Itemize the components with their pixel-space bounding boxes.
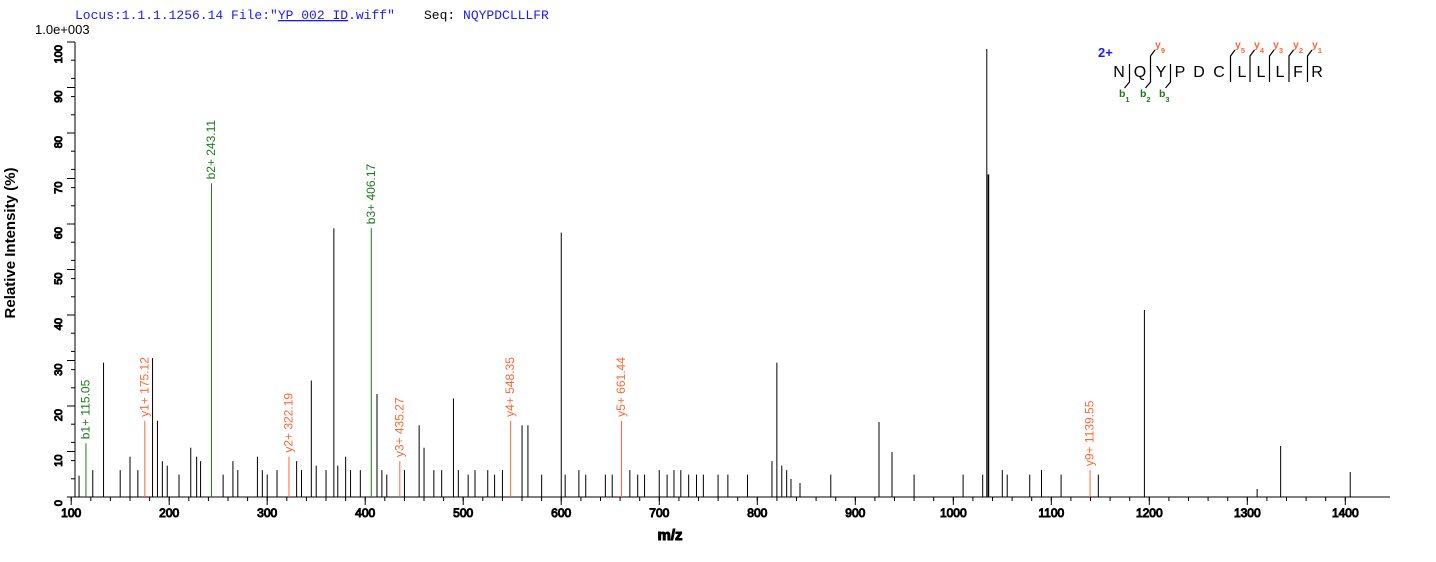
- svg-text:70: 70: [53, 182, 65, 194]
- svg-text:D: D: [1193, 64, 1205, 81]
- svg-text:30: 30: [53, 364, 65, 376]
- svg-text:700: 700: [649, 506, 669, 520]
- svg-text:y1+ 175.12: y1+ 175.12: [137, 357, 151, 417]
- svg-text:y4+ 548.35: y4+ 548.35: [503, 357, 517, 417]
- svg-text:20: 20: [53, 409, 65, 421]
- svg-text:y5+ 661.44: y5+ 661.44: [614, 357, 628, 417]
- svg-text:900: 900: [845, 506, 865, 520]
- svg-text:b3+ 406.17: b3+ 406.17: [364, 163, 378, 224]
- svg-text:1000: 1000: [940, 506, 967, 520]
- svg-text:10: 10: [53, 455, 65, 467]
- svg-text:y2+ 322.19: y2+ 322.19: [281, 393, 295, 453]
- svg-text:b1+ 115.05: b1+ 115.05: [78, 379, 92, 439]
- svg-text:y9+ 1139.55: y9+ 1139.55: [1083, 400, 1097, 466]
- svg-text:800: 800: [747, 506, 767, 520]
- svg-text:300: 300: [257, 506, 277, 520]
- svg-text:100: 100: [53, 45, 65, 63]
- svg-text:1.0e+003: 1.0e+003: [35, 22, 90, 37]
- svg-text:L: L: [1238, 64, 1247, 81]
- svg-text:100: 100: [61, 506, 81, 520]
- svg-text:2+: 2+: [1098, 45, 1113, 60]
- svg-text:C: C: [1213, 64, 1225, 81]
- svg-text:N: N: [1113, 64, 1125, 81]
- svg-text:1300: 1300: [1234, 506, 1261, 520]
- svg-text:60: 60: [53, 227, 65, 239]
- svg-text:Locus:1.1.1.1256.14 File:"YP_0: Locus:1.1.1.1256.14 File:"YP_002_ID.wiff…: [75, 8, 395, 23]
- svg-text:b2+ 243.11: b2+ 243.11: [204, 120, 218, 180]
- svg-text:1100: 1100: [1038, 506, 1064, 520]
- svg-text:1200: 1200: [1136, 506, 1163, 520]
- svg-text:R: R: [1311, 64, 1323, 81]
- svg-text:1400: 1400: [1332, 506, 1359, 520]
- svg-text:Q: Q: [1134, 64, 1146, 81]
- svg-text:600: 600: [551, 506, 571, 520]
- svg-text:L: L: [1276, 64, 1285, 81]
- svg-text:Seq: NQYPDCLLLFR: Seq: NQYPDCLLLFR: [424, 8, 549, 23]
- svg-text:90: 90: [53, 91, 65, 103]
- svg-text:y3+ 435.27: y3+ 435.27: [392, 397, 406, 457]
- svg-text:40: 40: [53, 318, 65, 330]
- svg-text:50: 50: [53, 273, 65, 285]
- svg-text:80: 80: [53, 136, 65, 148]
- svg-text:500: 500: [453, 506, 473, 520]
- svg-text:P: P: [1175, 64, 1186, 81]
- svg-text:F: F: [1293, 64, 1303, 81]
- svg-text:m/z: m/z: [657, 527, 682, 544]
- svg-text:400: 400: [355, 506, 375, 520]
- svg-text:200: 200: [159, 506, 179, 520]
- svg-text:Relative Intensity (%): Relative Intensity (%): [2, 168, 19, 319]
- svg-text:Y: Y: [1156, 64, 1167, 81]
- svg-text:L: L: [1257, 64, 1266, 81]
